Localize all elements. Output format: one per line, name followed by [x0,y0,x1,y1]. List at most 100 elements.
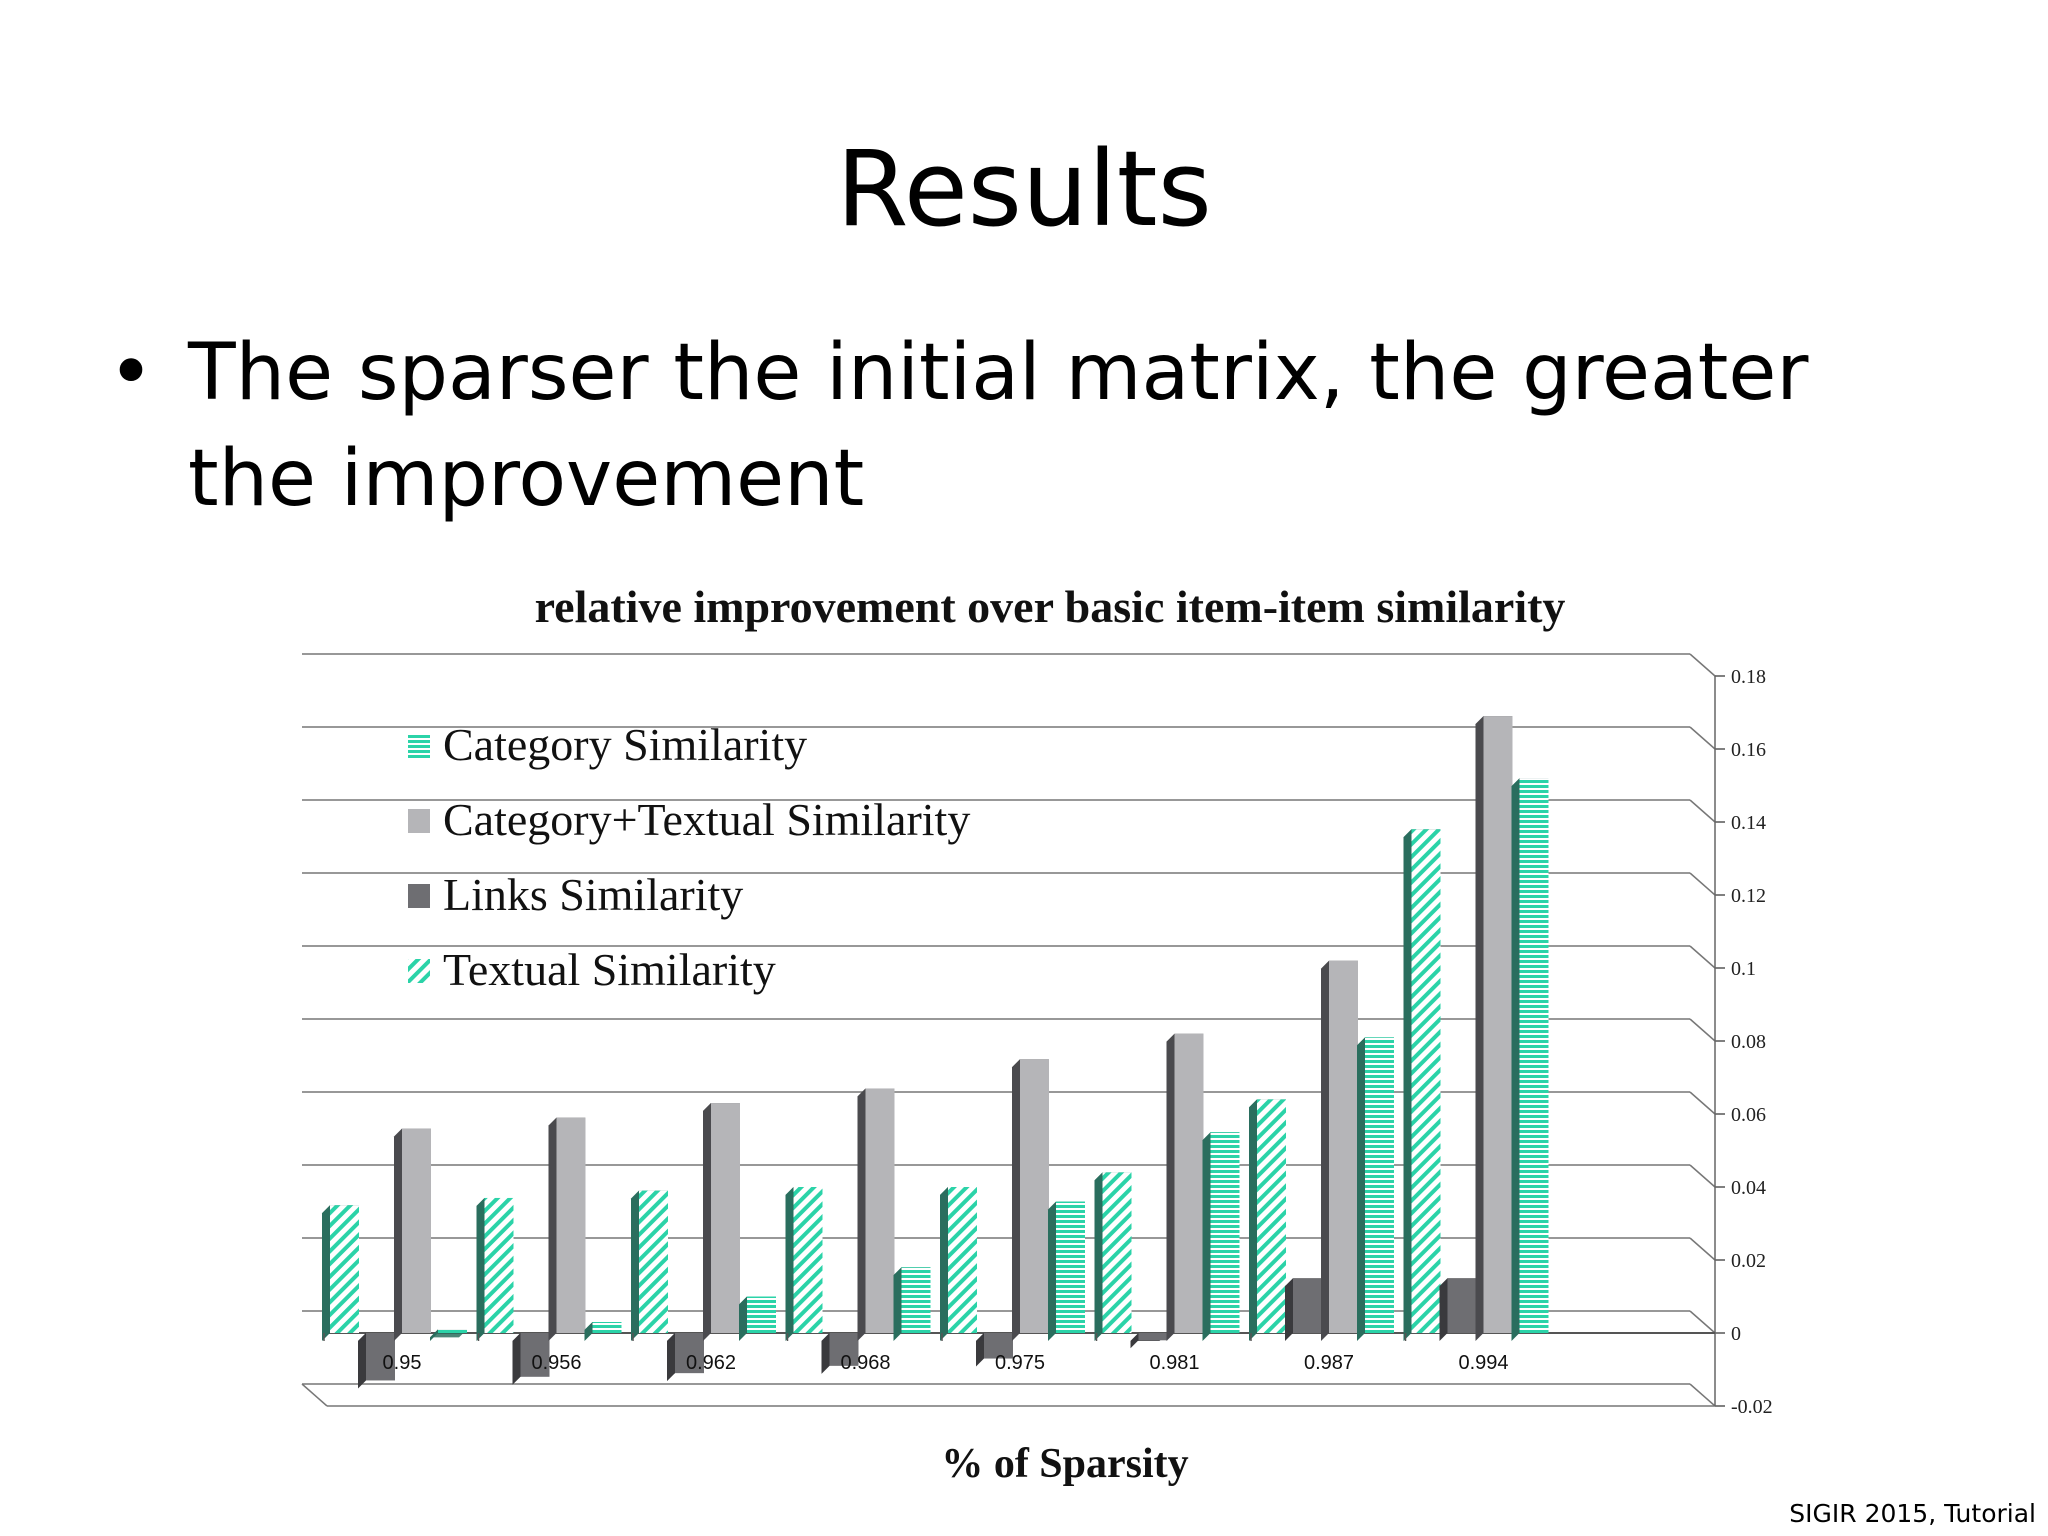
bullet-text: The sparser the initial matrix, the grea… [188,328,1809,524]
bar-links-similarity-side [667,1333,675,1382]
bar-category-textual-similarity-side [703,1103,711,1341]
bar-category-similarity [592,1322,622,1333]
bar-textual-similarity-side [785,1187,794,1341]
bar-textual-similarity-side [631,1190,639,1341]
bar-links-similarity [829,1333,859,1366]
bar-category-similarity [1365,1037,1394,1333]
bar-category-similarity-side [1357,1037,1365,1341]
bar-category-textual-similarity-side [394,1128,402,1341]
gridline [301,1383,328,1407]
gridline [1689,1018,1716,1042]
legend-label: Category Similarity [443,719,807,770]
gridlines [301,653,1716,1407]
x-tick-label: 0.975 [995,1352,1045,1374]
bar-links-similarity [366,1333,395,1381]
x-axis: 0.95 0.956 0.962 0.968 0.975 0.981 0.987 0.994 [323,1333,1509,1374]
bar-links-similarity [984,1333,1013,1359]
legend-swatch [408,809,430,833]
gridline [1689,1164,1716,1188]
legend: Category Similarity Category+Textual Simi… [408,719,970,995]
bar-category-similarity [901,1267,931,1333]
bars [322,716,1549,1389]
x-tick-label: 0.994 [1458,1352,1508,1374]
chart-title: relative improvement over basic item-ite… [535,581,1566,632]
legend-swatch [408,884,430,908]
bar-category-textual-similarity [1483,716,1513,1333]
bar-textual-similarity [1411,829,1441,1333]
bar-links-similarity [520,1333,550,1377]
gridline [1689,726,1716,750]
bar-links-similarity-side [1285,1278,1293,1341]
gridline [1689,1091,1716,1115]
y-tick-label: 0 [1731,1323,1741,1345]
y-tick-label: -0.02 [1731,1396,1773,1418]
y-tick-label: 0.1 [1731,958,1756,980]
bar-links-similarity [1293,1278,1322,1333]
x-tick-label: 0.981 [1149,1352,1199,1374]
bar-textual-similarity [1102,1172,1132,1333]
bar-textual-similarity [1257,1099,1286,1333]
gridline [1689,653,1716,677]
bar-category-similarity [438,1329,467,1333]
bar-category-textual-similarity-side [548,1117,557,1341]
bar-textual-similarity [484,1197,514,1333]
x-tick-label: 0.962 [686,1352,736,1374]
gridline [1689,1237,1716,1261]
y-tick-label: 0.16 [1731,739,1766,761]
bar-textual-similarity-side [1249,1099,1257,1341]
x-tick-label: 0.987 [1304,1352,1354,1374]
bar-category-similarity-side [893,1267,902,1341]
bar-textual-similarity-side [1403,829,1412,1341]
bar-textual-similarity [330,1205,359,1333]
bar-category-textual-similarity-side [1475,716,1484,1341]
bar-links-similarity [675,1333,704,1374]
bar-textual-similarity-side [940,1187,948,1341]
y-tick-label: 0.12 [1731,885,1766,907]
bar-links-similarity-side [358,1333,366,1389]
gridline [1689,1310,1716,1334]
bar-links-similarity-side [512,1333,521,1385]
bar-category-textual-similarity-side [1012,1059,1020,1341]
bar-links-similarity [1447,1278,1477,1333]
bar-category-textual-similarity [865,1088,895,1333]
bar-textual-similarity [793,1187,823,1333]
y-tick-label: 0.14 [1731,812,1766,834]
x-tick-label: 0.956 [531,1352,581,1374]
legend-label: Links Similarity [443,869,743,920]
legend-swatch [408,959,430,983]
x-tick-label: 0.968 [840,1352,890,1374]
bullet-icon: • [108,328,155,418]
bar-category-similarity-side [1202,1132,1211,1341]
slide-title: Results [836,128,1212,250]
y-tick-label: 0.08 [1731,1031,1766,1053]
gridline [1689,799,1716,823]
bar-textual-similarity-side [1094,1172,1103,1341]
bar-textual-similarity-side [322,1205,330,1341]
y-tick-label: 0.02 [1731,1250,1766,1272]
bar-category-similarity [1056,1201,1085,1333]
bar-category-similarity-side [739,1296,747,1341]
y-tick-label: 0.18 [1731,666,1766,688]
bar-category-textual-similarity-side [857,1088,866,1341]
footer-text: SIGIR 2015, Tutorial [1789,1499,2036,1528]
legend-label: Textual Similarity [443,944,776,995]
gridline [1689,872,1716,896]
bar-category-textual-similarity [711,1103,740,1333]
gridline [1689,1383,1716,1407]
gridline [1689,945,1716,969]
bar-category-textual-similarity [1174,1033,1204,1333]
bar-category-textual-similarity [1020,1059,1049,1333]
bar-category-similarity-side [1048,1201,1056,1341]
y-tick-label: 0.06 [1731,1104,1766,1126]
y-tick-label: 0.04 [1731,1177,1766,1199]
bar-category-similarity [1519,778,1549,1333]
legend-label: Category+Textual Similarity [443,794,970,845]
bar-links-similarity-side [1439,1278,1448,1341]
legend-swatch [408,734,430,758]
bar-links-similarity-side [821,1333,830,1374]
bar-textual-similarity [639,1190,668,1333]
bar-category-textual-similarity [556,1117,586,1333]
bar-category-similarity-side [1511,778,1520,1341]
bar-category-textual-similarity-side [1321,960,1329,1341]
